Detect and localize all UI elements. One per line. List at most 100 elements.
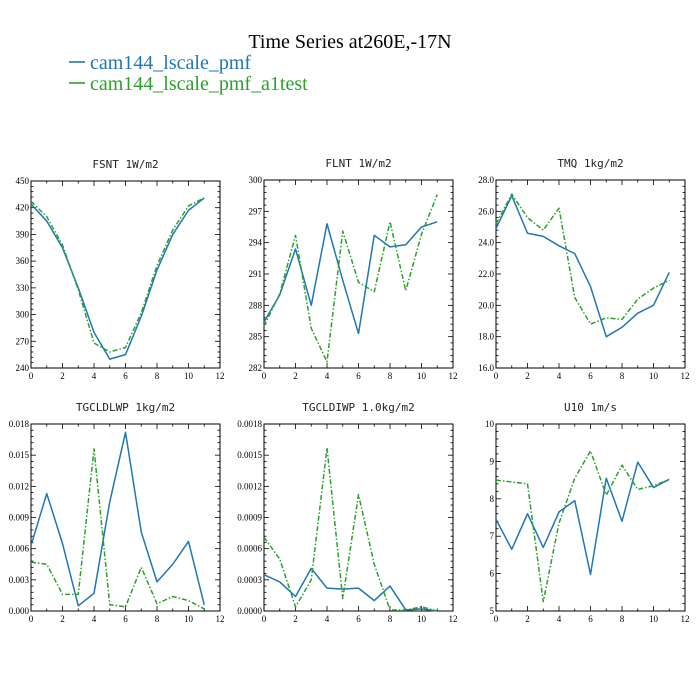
x-tick-label: 6 xyxy=(356,614,361,624)
plot-frame xyxy=(263,423,454,612)
x-tick-label: 6 xyxy=(123,371,128,381)
y-tick-label: 20.0 xyxy=(478,300,494,310)
legend-label-cam144-lscale-pmf: cam144_lscale_pmf xyxy=(90,52,251,74)
y-tick-label: 360 xyxy=(16,256,30,266)
y-tick-label: 282 xyxy=(249,363,263,373)
panel-title-flnt-1w-m2: FLNT 1W/m2 xyxy=(325,157,391,170)
panel-tgcldiwp-1-0kg-m2: TGCLDIWP 1.0kg/m2 0.0000 0.0003 0.0006 0.000… xyxy=(237,401,457,624)
x-tick-label: 4 xyxy=(92,371,97,381)
y-tick-label: 26.0 xyxy=(478,206,494,216)
series-line-cam144-lscale-pmf xyxy=(30,197,205,360)
y-tick-label: 9 xyxy=(490,456,495,466)
x-tick-label: 8 xyxy=(155,371,160,381)
x-tick-label: 10 xyxy=(184,371,194,381)
x-tick-label: 2 xyxy=(525,371,530,381)
x-tick-label: 10 xyxy=(417,371,427,381)
y-tick-label: 24.0 xyxy=(478,238,494,248)
x-tick-label: 4 xyxy=(557,371,562,381)
panel-u10-1m-s: U10 1m/s 5 6 7 8 9 10 0 2 4 6 8 10 12 xyxy=(485,401,690,624)
x-tick-label: 0 xyxy=(29,371,34,381)
y-tick-label: 0.009 xyxy=(9,513,30,523)
y-tick-label: 18.0 xyxy=(478,332,494,342)
y-tick-label: 16.0 xyxy=(478,363,494,373)
panel-title-tmq-1kg-m2: TMQ 1kg/m2 xyxy=(557,157,623,170)
panel-title-tgcldlwp-1kg-m2: TGCLDLWP 1kg/m2 xyxy=(76,401,175,414)
y-tick-label: 0.0018 xyxy=(237,419,262,429)
y-tick-label: 270 xyxy=(16,336,30,346)
x-tick-label: 10 xyxy=(184,614,194,624)
plot-frame xyxy=(30,423,221,612)
y-tick-label: 0.0015 xyxy=(237,450,262,460)
y-tick-label: 300 xyxy=(16,310,30,320)
x-tick-label: 2 xyxy=(60,614,65,624)
x-tick-label: 2 xyxy=(60,371,65,381)
y-tick-label: 7 xyxy=(490,531,495,541)
x-tick-label: 10 xyxy=(649,614,659,624)
y-tick-label: 0.006 xyxy=(9,544,30,554)
y-tick-label: 0.0003 xyxy=(237,575,262,585)
x-tick-label: 0 xyxy=(29,614,34,624)
x-tick-label: 6 xyxy=(588,371,593,381)
figure-title: Time Series at260E,-17N xyxy=(248,31,451,53)
series-line-cam144-lscale-pmf xyxy=(495,461,670,576)
panel-tmq-1kg-m2: TMQ 1kg/m2 16.0 18.0 20.0 22.0 24.0 26.0 28.0 0 2… xyxy=(478,157,689,381)
x-tick-label: 2 xyxy=(525,614,530,624)
y-tick-label: 297 xyxy=(249,206,263,216)
y-tick-label: 0.0006 xyxy=(237,544,262,554)
plot-frame xyxy=(263,179,454,369)
x-tick-label: 0 xyxy=(262,371,267,381)
y-tick-label: 285 xyxy=(249,332,263,342)
x-tick-label: 8 xyxy=(620,371,625,381)
x-tick-label: 12 xyxy=(681,614,690,624)
panel-fsnt-1w-m2: FSNT 1W/m2 240 270 300 330 360 390 420 450 0 2 4 6 8 1… xyxy=(16,158,225,381)
y-tick-label: 0.015 xyxy=(9,450,30,460)
x-tick-label: 12 xyxy=(681,371,690,381)
y-tick-label: 5 xyxy=(490,606,495,616)
y-tick-label: 330 xyxy=(16,283,30,293)
x-tick-label: 8 xyxy=(620,614,625,624)
x-tick-label: 2 xyxy=(293,371,298,381)
panel-tgcldlwp-1kg-m2: TGCLDLWP 1kg/m2 0.000 0.003 0.006 0.009 0.012… xyxy=(9,401,225,624)
x-tick-label: 0 xyxy=(494,371,499,381)
panel-flnt-1w-m2: FLNT 1W/m2 282 285 288 291 294 297 300 0 2 4 6 8 10 12 xyxy=(249,157,458,381)
x-tick-label: 10 xyxy=(417,614,427,624)
x-tick-label: 4 xyxy=(325,371,330,381)
x-tick-label: 6 xyxy=(356,371,361,381)
plot-frame xyxy=(30,180,221,369)
x-tick-label: 4 xyxy=(557,614,562,624)
y-tick-label: 291 xyxy=(249,269,263,279)
y-tick-label: 300 xyxy=(249,175,263,185)
y-tick-label: 6 xyxy=(490,569,495,579)
y-tick-label: 10 xyxy=(485,419,495,429)
panel-title-tgcldiwp-1-0kg-m2: TGCLDIWP 1.0kg/m2 xyxy=(302,401,415,414)
x-tick-label: 8 xyxy=(388,614,393,624)
y-tick-label: 450 xyxy=(16,176,30,186)
series-line-cam144-lscale-pmf-a1test xyxy=(495,193,670,325)
y-tick-label: 22.0 xyxy=(478,269,494,279)
x-tick-label: 6 xyxy=(588,614,593,624)
series-line-cam144-lscale-pmf xyxy=(263,567,438,612)
panel-title-fsnt-1w-m2: FSNT 1W/m2 xyxy=(92,158,158,171)
x-tick-label: 4 xyxy=(325,614,330,624)
y-tick-label: 420 xyxy=(16,203,30,213)
x-tick-label: 8 xyxy=(388,371,393,381)
series-line-cam144-lscale-pmf-a1test xyxy=(263,194,438,363)
series-line-cam144-lscale-pmf xyxy=(30,431,205,607)
y-tick-label: 294 xyxy=(249,238,263,248)
series-line-cam144-lscale-pmf-a1test xyxy=(30,448,205,610)
x-tick-label: 4 xyxy=(92,614,97,624)
y-tick-label: 288 xyxy=(249,300,263,310)
x-tick-label: 12 xyxy=(216,371,225,381)
y-tick-label: 0.018 xyxy=(9,419,30,429)
y-tick-label: 8 xyxy=(490,494,495,504)
y-tick-label: 0.003 xyxy=(9,575,30,585)
y-tick-label: 0.0009 xyxy=(237,513,262,523)
y-tick-label: 28.0 xyxy=(478,175,494,185)
y-tick-label: 0.0000 xyxy=(237,606,262,616)
x-tick-label: 8 xyxy=(155,614,160,624)
y-tick-label: 0.0012 xyxy=(237,481,262,491)
y-tick-label: 390 xyxy=(16,229,30,239)
x-tick-label: 12 xyxy=(216,614,225,624)
